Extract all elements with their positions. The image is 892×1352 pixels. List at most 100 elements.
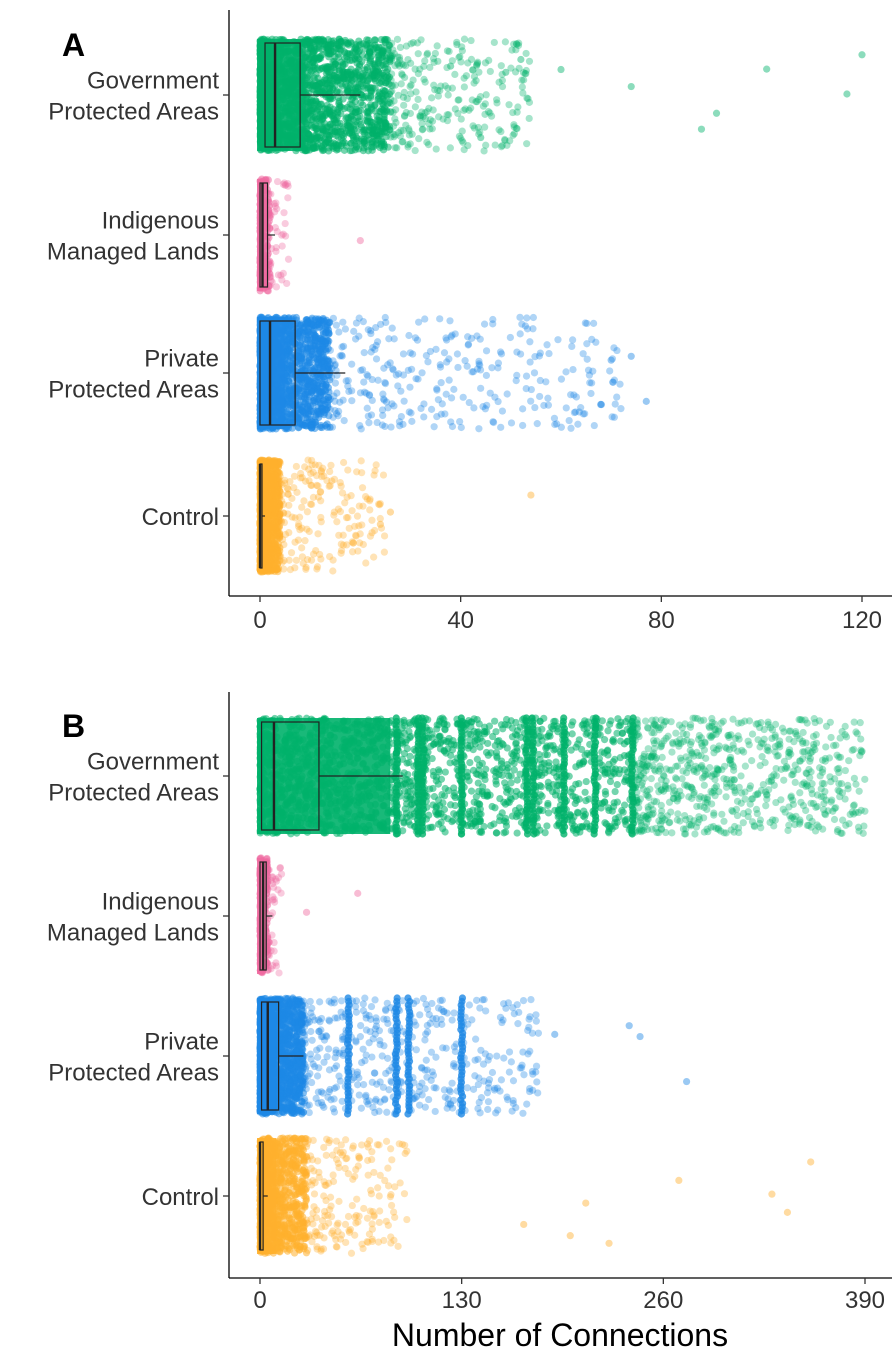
jitter-point	[476, 361, 484, 369]
jitter-point	[373, 112, 381, 120]
jitter-point	[456, 52, 464, 61]
jitter-point	[304, 376, 312, 384]
jitter-point	[372, 126, 380, 134]
jitter-point	[418, 369, 426, 377]
jitter-point	[445, 111, 453, 119]
jitter-point	[398, 138, 406, 146]
jitter-point	[320, 146, 328, 154]
jitter-point	[335, 35, 344, 44]
jitter-point	[436, 315, 444, 323]
jitter-point	[409, 39, 417, 47]
jitter-point	[380, 107, 388, 116]
jitter-point	[381, 79, 390, 87]
jitter-point	[362, 389, 370, 397]
panel-label-a: A	[62, 27, 85, 63]
jitter-point	[267, 567, 275, 575]
jitter-point	[476, 335, 484, 343]
jitter-point	[432, 345, 440, 353]
jitter-point	[408, 365, 416, 373]
jitter-point	[460, 106, 468, 114]
jitter-point	[519, 69, 528, 77]
jitter-point	[394, 382, 402, 390]
jitter-point	[387, 423, 395, 431]
jitter-point	[301, 419, 310, 428]
jitter-point	[491, 141, 499, 149]
jitter-point	[278, 242, 286, 250]
jitter-point	[456, 417, 464, 426]
jitter-point	[285, 398, 293, 406]
jitter-point	[597, 401, 606, 409]
jitter-point	[610, 344, 618, 352]
jitter-point	[545, 349, 553, 358]
jitter-point	[370, 101, 379, 110]
jitter-point	[357, 425, 365, 433]
category-label: Protected Areas	[48, 377, 219, 404]
jitter-point	[583, 340, 591, 348]
jitter-point	[572, 393, 581, 401]
category-label: Control	[142, 504, 219, 531]
jitter-point	[462, 72, 470, 80]
jitter-point	[306, 106, 314, 114]
jitter-point	[339, 125, 347, 133]
jitter-point	[571, 408, 580, 416]
jitter-point	[484, 108, 493, 116]
jitter-point	[446, 317, 454, 325]
jitter-point	[367, 84, 375, 92]
jitter-point	[489, 320, 497, 328]
jitter-point	[590, 319, 598, 327]
outlier-point	[607, 356, 615, 364]
jitter-point	[284, 194, 292, 202]
jitter-point	[348, 360, 356, 368]
jitter-point	[321, 375, 329, 383]
jitter-point	[344, 377, 352, 385]
jitter-point	[437, 379, 445, 387]
jitter-point	[358, 51, 366, 59]
jitter-point	[415, 318, 423, 326]
jitter-point	[427, 405, 436, 413]
jitter-point	[533, 420, 541, 428]
jitter-point	[479, 403, 487, 411]
jitter-point	[371, 345, 379, 354]
jitter-point	[530, 369, 539, 377]
jitter-point	[320, 345, 328, 354]
jitter-point	[301, 335, 309, 344]
jitter-point	[337, 80, 345, 88]
jitter-point	[557, 375, 566, 383]
jitter-point	[364, 412, 372, 420]
jitter-point	[282, 181, 290, 189]
jitter-point	[536, 392, 544, 401]
jitter-point	[281, 219, 289, 228]
jitter-point	[292, 414, 300, 422]
jitter-point	[411, 146, 419, 155]
jitter-point	[617, 405, 625, 413]
jitter-point	[510, 40, 518, 48]
jitter-point	[453, 350, 462, 358]
jitter-point	[469, 368, 478, 376]
jitter-point	[344, 40, 352, 48]
jitter-point	[457, 115, 465, 123]
jitter-point	[349, 116, 357, 124]
jitter-point	[497, 62, 505, 70]
jitter-point	[529, 325, 537, 333]
jitter-point	[381, 313, 389, 322]
jitter-point	[445, 376, 453, 384]
jitter-point	[269, 522, 277, 530]
jitter-point	[267, 461, 275, 469]
jitter-point	[470, 79, 478, 87]
jitter-point	[333, 144, 341, 152]
jitter-point	[285, 335, 293, 343]
jitter-point	[268, 244, 276, 253]
jitter-point	[355, 62, 363, 70]
jitter-point	[297, 353, 305, 361]
jitter-point	[363, 404, 371, 412]
jitter-point	[304, 317, 312, 326]
jitter-point	[450, 385, 458, 393]
jitter-point	[371, 36, 379, 44]
jitter-point	[525, 114, 533, 123]
jitter-point	[400, 101, 408, 109]
jitter-point	[512, 124, 520, 132]
jitter-point	[380, 364, 388, 372]
jitter-point	[525, 98, 534, 106]
jitter-point	[431, 49, 439, 58]
